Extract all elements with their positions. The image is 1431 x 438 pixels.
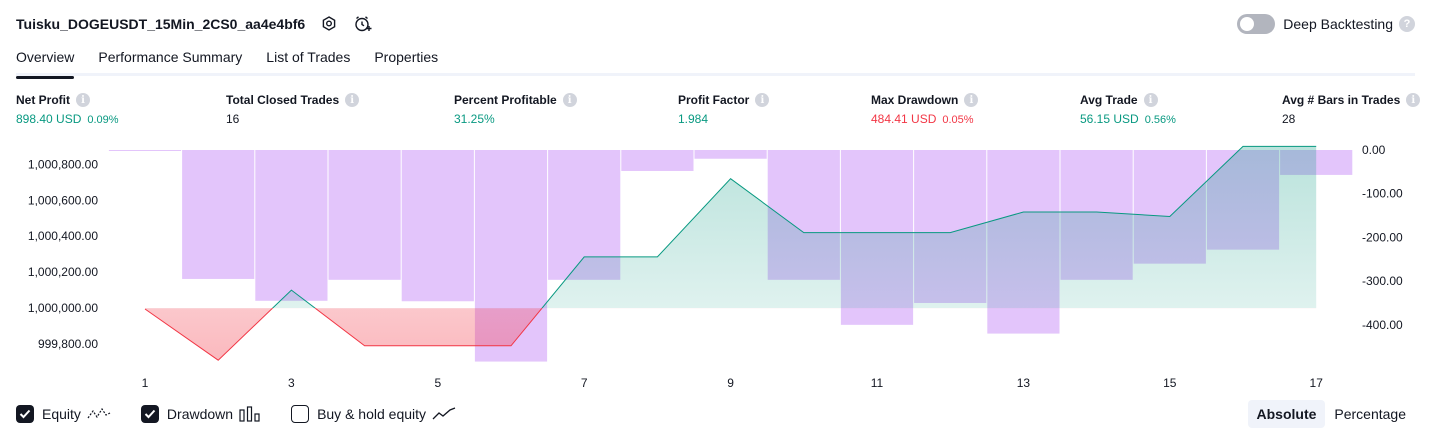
- mode-switch: Absolute Percentage: [1247, 400, 1416, 428]
- tab-list-of-trades[interactable]: List of Trades: [266, 49, 351, 65]
- settings-icon[interactable]: [319, 14, 339, 34]
- drawdown-bar: [255, 150, 328, 301]
- stat-value: 31.25%: [454, 112, 495, 126]
- buy-hold-checkbox[interactable]: [291, 405, 310, 423]
- stat-value: 484.41 USD: [871, 112, 937, 126]
- right-axis-label: -100.00: [1362, 187, 1403, 201]
- stat-percent: 0.05%: [942, 114, 974, 126]
- stat-value: 28: [1282, 112, 1296, 126]
- legend-equity-label: Equity: [42, 406, 81, 422]
- stat-total-closed-trades: Total Closed Trades i 16: [226, 93, 360, 126]
- left-axis-label: 1,000,600.00: [28, 193, 98, 207]
- info-icon[interactable]: i: [755, 93, 770, 107]
- drawdown-bar: [621, 150, 694, 171]
- stat-avg-trade: Avg Trade i 56.15 USD 0.56%: [1080, 93, 1176, 126]
- stat-profit-factor: Profit Factor i 1.984: [678, 93, 770, 126]
- equity-area-loss: [145, 308, 543, 361]
- deep-backtesting-toggle[interactable]: [1237, 14, 1276, 34]
- buy-hold-line-icon: [432, 407, 456, 421]
- stat-percent: 0.56%: [1144, 114, 1176, 126]
- stat-net-profit: Net Profit i 898.40 USD 0.09%: [16, 93, 119, 126]
- drawdown-bar: [182, 150, 255, 279]
- add-alert-icon[interactable]: [353, 14, 373, 34]
- equity-chart: 1,000,800.00 1,000,600.00 1,000,400.00 1,00…: [28, 143, 1403, 390]
- info-icon[interactable]: i: [1406, 93, 1421, 107]
- legend-drawdown[interactable]: Drawdown: [140, 405, 261, 423]
- equity-line-loss: [144, 308, 543, 361]
- tab-performance-summary[interactable]: Performance Summary: [98, 49, 243, 65]
- legend-buy-hold-label: Buy & hold equity: [317, 406, 427, 422]
- stat-percent-profitable: Percent Profitable i 31.25%: [454, 93, 577, 126]
- left-axis-label: 999,800.00: [38, 337, 98, 351]
- info-icon[interactable]: i: [1143, 93, 1158, 107]
- x-axis-label: 9: [727, 376, 734, 390]
- left-axis-label: 1,000,200.00: [28, 265, 98, 279]
- equity-line-profit: [271, 145, 1317, 309]
- equity-area-profit: [145, 146, 1317, 309]
- info-icon[interactable]: i: [964, 93, 979, 107]
- drawdown-bar: [328, 150, 401, 280]
- x-axis-label: 13: [1017, 376, 1031, 390]
- info-icon[interactable]: i: [562, 93, 577, 107]
- stats-row: Net Profit i 898.40 USD 0.09% Total Closed…: [16, 93, 1421, 133]
- right-axis-label: -300.00: [1362, 274, 1403, 288]
- stat-value: 1.984: [678, 112, 709, 126]
- info-icon[interactable]: i: [76, 93, 90, 107]
- right-axis-label: -200.00: [1362, 230, 1403, 244]
- stat-value: 898.40 USD: [16, 112, 82, 126]
- x-axis-label: 1: [142, 376, 149, 390]
- x-axis-label: 11: [871, 376, 884, 390]
- equity-line-icon: [87, 407, 111, 421]
- drawdown-checkbox[interactable]: [140, 405, 159, 423]
- stat-label: Avg # Bars in Trades: [1282, 93, 1401, 107]
- stat-value: 16: [226, 112, 240, 126]
- drawdown-bar: [401, 150, 474, 302]
- legend-equity[interactable]: Equity: [16, 405, 111, 423]
- help-icon[interactable]: ?: [1399, 16, 1415, 32]
- deep-backtesting: Deep Backtesting ?: [1237, 12, 1415, 36]
- stat-label: Total Closed Trades: [226, 93, 340, 107]
- stat-percent: 0.09%: [87, 114, 119, 126]
- legend-drawdown-label: Drawdown: [166, 406, 234, 422]
- x-axis-label: 15: [1163, 376, 1177, 390]
- left-axis-label: 1,000,400.00: [28, 229, 98, 243]
- stat-value: 56.15 USD: [1080, 112, 1139, 126]
- stat-avg-bars: Avg # Bars in Trades i 28: [1282, 93, 1421, 126]
- info-icon[interactable]: i: [345, 93, 360, 107]
- stat-label: Profit Factor: [678, 93, 750, 107]
- equity-checkbox[interactable]: [16, 405, 34, 423]
- absolute-button[interactable]: Absolute: [1247, 400, 1326, 428]
- drawdown-bars-icon: [239, 406, 261, 422]
- tab-bar: Overview Performance Summary List of Tra…: [16, 44, 1415, 79]
- strategy-header: Tuisku_DOGEUSDT_15Min_2CS0_aa4e4bf6: [16, 12, 373, 36]
- tab-overview[interactable]: Overview: [16, 44, 75, 79]
- left-axis-label: 1,000,000.00: [28, 301, 98, 315]
- drawdown-bar: [694, 150, 767, 159]
- right-axis-label: -400.00: [1362, 318, 1403, 332]
- stat-label: Percent Profitable: [454, 93, 557, 107]
- x-axis-label: 17: [1310, 376, 1324, 390]
- stat-label: Max Drawdown: [871, 93, 959, 107]
- tab-properties[interactable]: Properties: [374, 49, 439, 65]
- x-axis-label: 5: [434, 376, 441, 390]
- left-axis-label: 1,000,800.00: [28, 157, 98, 171]
- x-axis-label: 3: [288, 376, 295, 390]
- stat-label: Net Profit: [16, 93, 70, 107]
- percentage-button[interactable]: Percentage: [1334, 406, 1406, 422]
- stat-max-drawdown: Max Drawdown i 484.41 USD 0.05%: [871, 93, 979, 126]
- stat-label: Avg Trade: [1080, 93, 1138, 107]
- right-axis-label: 0.00: [1362, 143, 1386, 157]
- strategy-title: Tuisku_DOGEUSDT_15Min_2CS0_aa4e4bf6: [16, 16, 306, 32]
- x-axis-label: 7: [581, 376, 588, 390]
- chart-legend: Equity Drawdown Buy & hold equity: [16, 403, 486, 425]
- deep-backtesting-label: Deep Backtesting: [1283, 16, 1393, 32]
- legend-buy-hold[interactable]: Buy & hold equity: [291, 405, 456, 423]
- drawdown-bar: [108, 150, 182, 151]
